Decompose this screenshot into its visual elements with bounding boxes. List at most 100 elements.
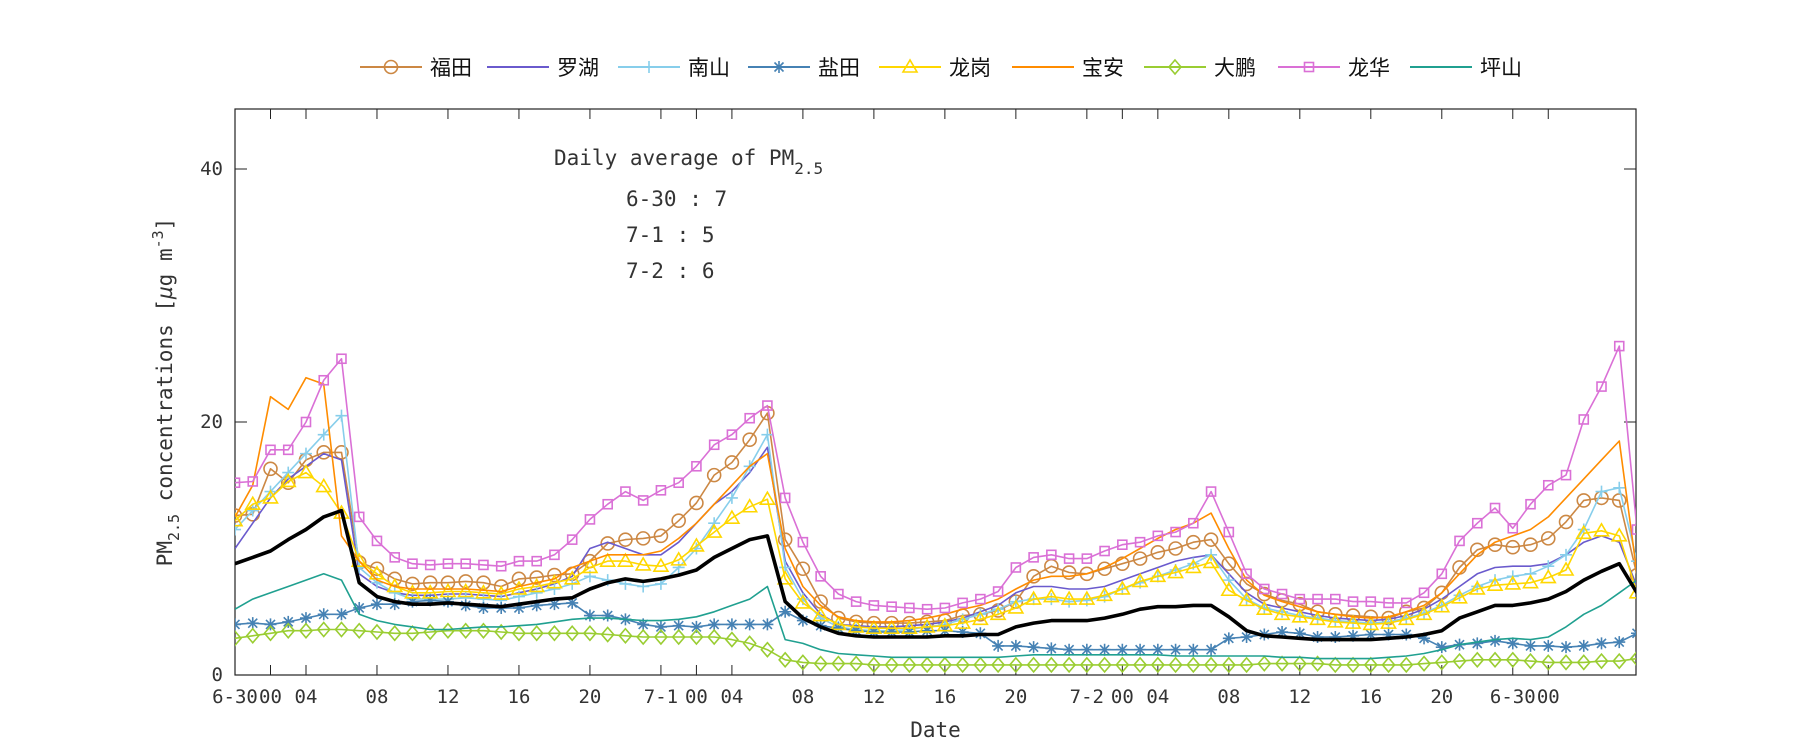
data-marker-square [602,498,613,510]
x-tick-label: 7-2 [1070,686,1104,708]
data-marker-plus [317,428,330,441]
data-marker-square [797,536,809,548]
data-marker-diamond [369,623,385,641]
data-marker-triangle [1149,567,1167,583]
data-marker-square [247,476,259,487]
data-marker-star [672,619,685,632]
data-marker-diamond [707,628,722,646]
x-tick-label: 12 [862,686,885,708]
data-marker-diamond [235,630,243,647]
data-marker-star [601,609,614,622]
data-marker-triangle [315,477,333,493]
data-marker-circle [1487,537,1503,553]
data-marker-triangle [599,552,617,567]
data-marker-diamond [884,656,899,674]
data-marker-square [1294,593,1306,605]
data-marker-circle [316,445,332,460]
data-marker-triangle [918,618,936,633]
data-marker-circle [689,495,704,511]
legend-label: 福田 [430,56,472,80]
legend-item: 罗湖 [487,56,599,80]
data-marker-triangle [1380,614,1397,629]
data-marker-triangle [350,552,368,567]
data-marker-plus [299,447,312,460]
data-marker-square [691,460,702,472]
data-marker-star [548,598,561,611]
data-marker-diamond [1629,651,1636,666]
data-marker-diamond [1115,656,1130,674]
data-marker-star [1400,628,1413,641]
data-marker-diamond [511,625,527,642]
data-marker-square [1312,593,1323,605]
data-marker-star [264,618,277,631]
series-7-line [235,345,1636,611]
series-6 [235,621,1636,674]
annotation-line: 7-2 : 6 [626,259,715,283]
data-marker-square [1010,562,1022,573]
data-marker-triangle [883,619,901,634]
data-marker-diamond [352,622,367,639]
y-label-pm: PM [153,541,177,566]
data-marker-triangle [1610,527,1628,542]
data-marker-square [300,416,312,428]
data-marker-square [673,477,684,489]
data-marker-star [477,601,490,614]
legend-item: 龙华 [1278,56,1390,80]
data-marker-star [335,608,348,621]
data-marker-circle [1186,534,1201,550]
data-marker-triangle [581,558,599,574]
x-tick-label: 20 [1004,686,1027,708]
data-marker-diamond [1221,656,1236,674]
x-tick-label: 04 [720,686,743,708]
data-marker-triangle [829,615,847,631]
data-marker-star [1151,643,1164,656]
data-marker-triangle [1078,590,1096,605]
data-marker-triangle [1557,561,1575,576]
data-marker-triangle [1522,574,1539,589]
data-marker-star [779,605,792,618]
data-marker-square [655,485,667,496]
x-tick-label: 12 [437,686,460,708]
data-marker-triangle [404,584,421,599]
data-marker-circle [1203,532,1219,547]
data-marker-triangle [475,584,492,599]
data-marker-star [406,595,419,608]
data-marker-triangle [528,577,546,593]
data-marker-square [282,444,294,456]
data-marker-circle [1061,565,1077,580]
data-marker-plus [235,523,241,536]
data-marker-diamond [316,621,331,638]
data-marker-circle [1523,537,1538,553]
data-marker-diamond [263,625,278,642]
data-marker-triangle [1415,605,1433,621]
data-marker-diamond [405,625,420,642]
y-label-end: ] [153,218,177,231]
data-marker-circle [1132,551,1148,566]
x-tick-label: 04 [1146,686,1169,708]
data-marker-triangle [1326,613,1344,628]
data-marker-triangle [1539,569,1557,584]
data-marker-star [773,61,785,73]
data-marker-diamond [1434,654,1449,671]
data-marker-star [1222,632,1235,645]
data-marker-plus [512,590,525,603]
data-marker-circle [653,528,669,544]
data-marker-triangle [1113,580,1131,595]
data-marker-triangle [1220,581,1238,597]
data-marker-triangle [368,565,386,580]
data-marker-square [1454,535,1465,547]
x-tick-label: 16 [508,686,531,708]
data-marker-circle [618,532,633,547]
data-marker-square [336,353,347,365]
data-marker-star [1116,643,1129,656]
data-marker-plus [1595,485,1608,498]
data-marker-star [583,609,596,622]
data-marker-square [939,602,951,614]
y-label-mid: concentrations [ [153,299,177,514]
x-tick-label: 20 [578,686,601,708]
data-marker-diamond [1487,651,1503,669]
data-marker-triangle [670,551,688,566]
data-marker-plus [992,603,1005,616]
data-marker-square [265,444,276,456]
